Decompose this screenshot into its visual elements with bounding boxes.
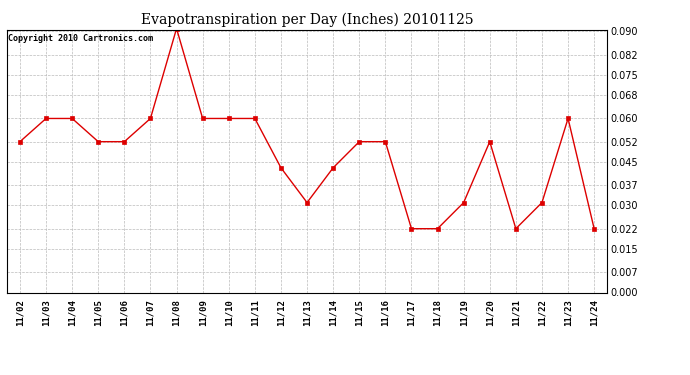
Title: Evapotranspiration per Day (Inches) 20101125: Evapotranspiration per Day (Inches) 2010… [141, 13, 473, 27]
Text: Copyright 2010 Cartronics.com: Copyright 2010 Cartronics.com [8, 34, 153, 43]
